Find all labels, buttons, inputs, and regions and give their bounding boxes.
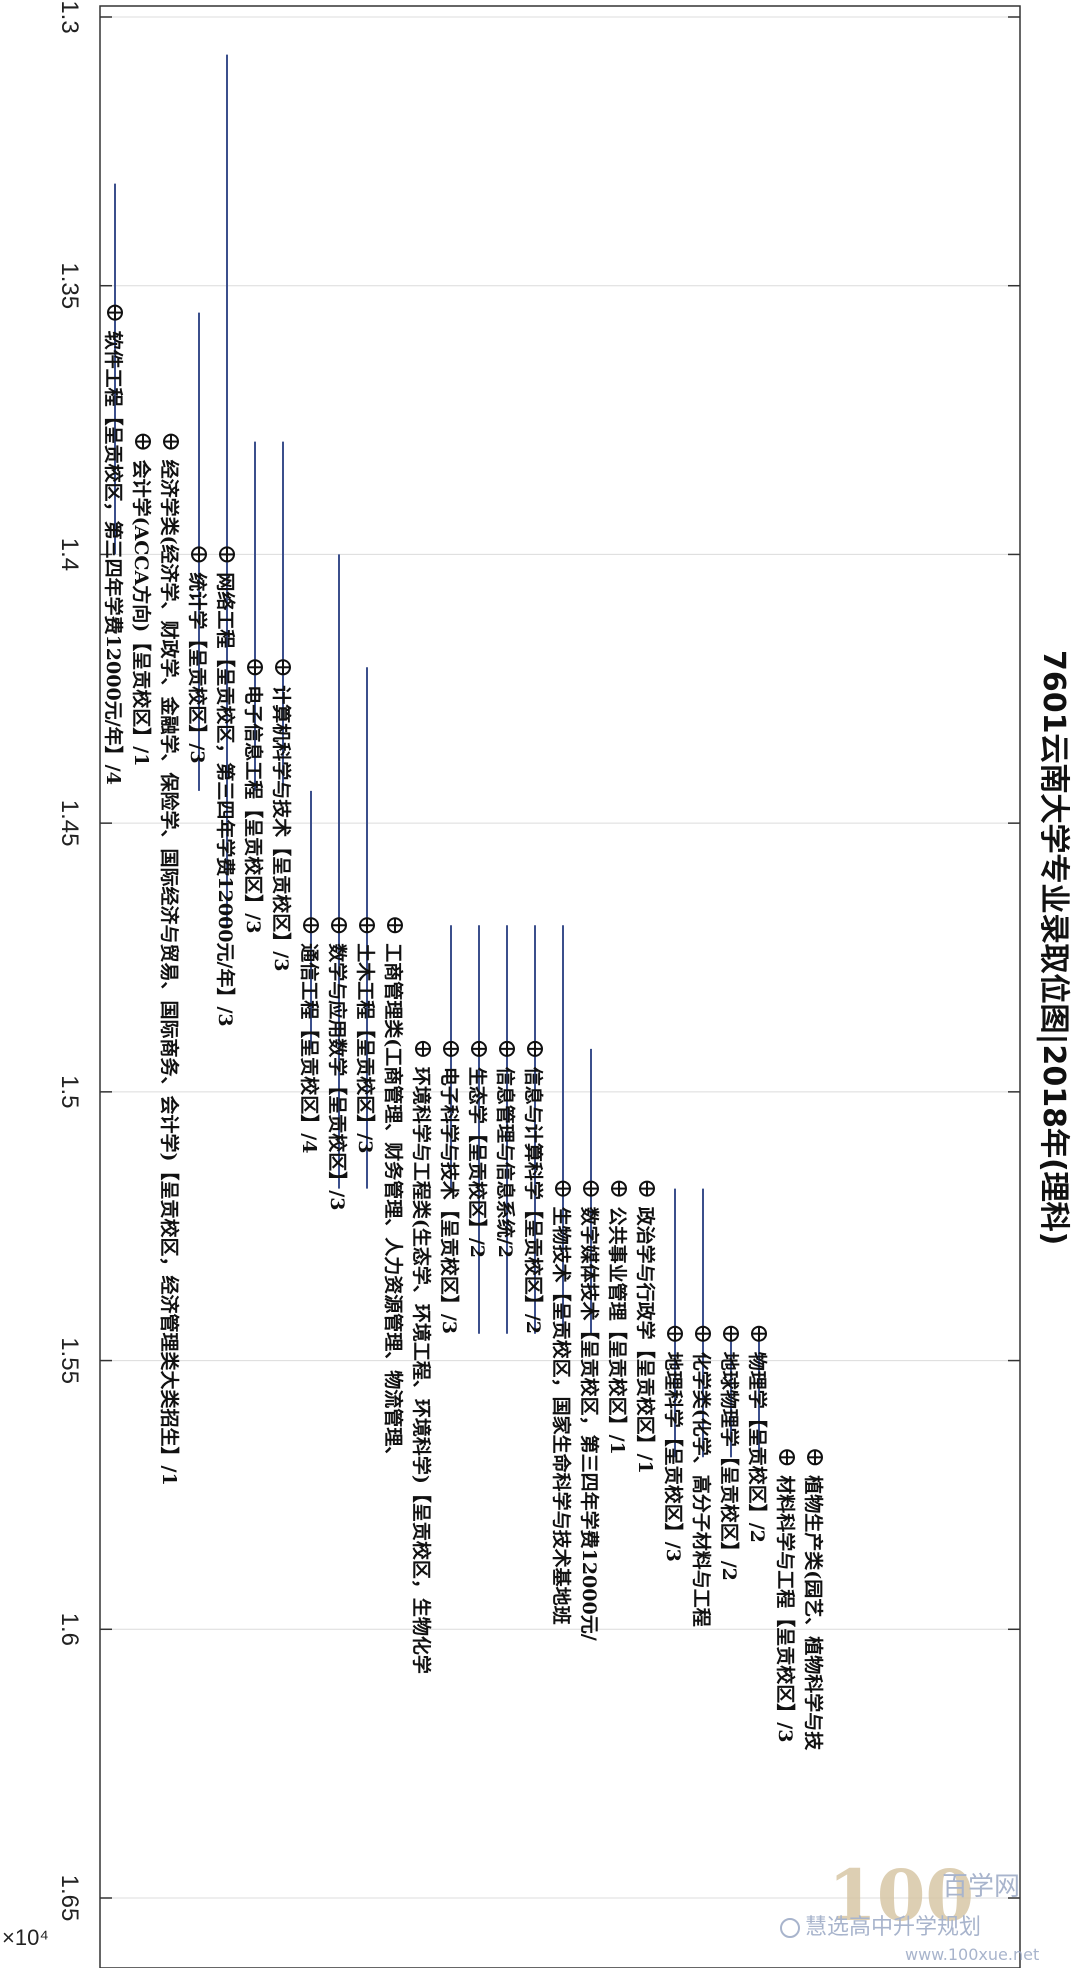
point-label: 地理科学【呈贡校区】/3 — [662, 1352, 685, 1562]
data-point: 电子信息工程【呈贡校区】/3 — [242, 441, 265, 933]
point-label: 政治学与行政学【呈贡校区】/1 — [634, 1207, 657, 1474]
point-marker — [443, 1040, 459, 1057]
point-label: 工商管理类(工商管理、财务管理、人力资源管理、物流管理、 — [382, 943, 405, 1465]
chart-title: 7601云南大学专业录取位图|2018年(理科) — [1036, 650, 1071, 1245]
data-series: 软件工程【呈贡校区，第三四年学费12000元/年】/4 会计学(ACCA方向)【呈… — [102, 54, 825, 1751]
point-label: 物理学【呈贡校区】/2 — [746, 1352, 769, 1543]
point-marker — [639, 1180, 655, 1197]
data-point: 生物技术【呈贡校区，国家生命科学与技术基地班 — [550, 925, 573, 1625]
data-point: 材料科学与工程【呈贡校区】/3 — [774, 1449, 797, 1742]
data-point: 植物生产类(园艺、植物科学与技 — [802, 1449, 825, 1751]
value-axis: 1.3 1.35 1.4 1.45 1.5 1.55 1.6 1.65 — [56, 0, 1020, 1921]
point-label: 植物生产类(园艺、植物科学与技 — [802, 1475, 825, 1751]
data-point: 统计学【呈贡校区】/3 — [186, 312, 209, 791]
tick-label: 1.55 — [56, 1337, 83, 1384]
point-label: 会计学(ACCA方向)【呈贡校区】/1 — [130, 460, 153, 767]
point-label: 电子科学与技术【呈贡校区】/3 — [438, 1067, 461, 1334]
point-marker — [219, 546, 235, 563]
point-marker — [387, 917, 403, 934]
point-label: 数字媒体技术【呈贡校区，第三四年学费12000元/ — [578, 1207, 601, 1641]
point-marker — [247, 659, 263, 676]
point-marker — [415, 1040, 431, 1057]
point-label: 地球物理学【呈贡校区】/2 — [718, 1352, 741, 1581]
data-point: 信息与计算科学【呈贡校区】/2 — [522, 925, 545, 1334]
data-point: 化学类(化学、高分子材料与工程 — [690, 1188, 713, 1627]
point-marker — [555, 1180, 571, 1197]
watermark-wechat: 慧选高中升学规划 — [805, 1915, 981, 1940]
point-marker — [135, 433, 151, 450]
watermark: 100 百学网 慧选高中升学规划 www.100xue.net — [780, 1854, 1039, 1964]
data-point: 信息管理与信息系统/2 — [494, 925, 517, 1334]
gridlines — [100, 16, 1020, 1899]
point-marker — [723, 1325, 739, 1342]
tick-label: 1.35 — [56, 262, 83, 309]
watermark-logo: 100 — [828, 1854, 974, 1937]
point-label: 网络工程【呈贡校区，第三四年学费12000元/年】/3 — [214, 572, 237, 1026]
tick-label: 1.65 — [56, 1875, 83, 1922]
point-label: 软件工程【呈贡校区，第三四年学费12000元/年】/4 — [102, 331, 125, 785]
point-label: 通信工程【呈贡校区】/4 — [298, 943, 321, 1153]
point-label: 公共事业管理【呈贡校区】/1 — [606, 1207, 629, 1455]
point-label: 环境科学与工程类(生态学、环境工程、环境科学)【呈贡校区，生物化学 — [410, 1067, 433, 1674]
point-marker — [807, 1449, 823, 1466]
data-point: 电子科学与技术【呈贡校区】/3 — [438, 925, 461, 1334]
data-point: 环境科学与工程类(生态学、环境工程、环境科学)【呈贡校区，生物化学 — [410, 1040, 433, 1674]
wechat-icon — [780, 1918, 800, 1938]
point-label: 经济学类(经济学、财政学、金融学、保险学、国际经济与贸易、国际商务、会计学)【呈… — [158, 460, 181, 1486]
tick-label: 1.6 — [56, 1613, 83, 1646]
data-point: 物理学【呈贡校区】/2 — [746, 1325, 769, 1543]
point-label: 化学类(化学、高分子材料与工程 — [690, 1352, 713, 1627]
data-point: 计算机科学与技术【呈贡校区】/3 — [270, 441, 293, 971]
point-marker — [527, 1040, 543, 1057]
plot-frame — [99, 5, 1021, 1968]
point-label: 土木工程【呈贡校区】/3 — [354, 943, 377, 1153]
point-label: 数学与应用数学【呈贡校区】/3 — [326, 943, 349, 1210]
point-label: 统计学【呈贡校区】/3 — [186, 572, 209, 763]
point-marker — [191, 546, 207, 563]
data-point: 会计学(ACCA方向)【呈贡校区】/1 — [130, 433, 153, 767]
data-point: 生态学【呈贡校区】/2 — [466, 925, 489, 1334]
point-marker — [107, 304, 123, 321]
point-label: 材料科学与工程【呈贡校区】/3 — [774, 1475, 797, 1742]
point-label: 信息与计算科学【呈贡校区】/2 — [522, 1067, 545, 1334]
tick-label: 1.5 — [56, 1075, 83, 1108]
data-point: 网络工程【呈贡校区，第三四年学费12000元/年】/3 — [214, 54, 237, 1027]
data-point: 工商管理类(工商管理、财务管理、人力资源管理、物流管理、 — [382, 917, 405, 1465]
axis-multiplier: ×10⁴ — [2, 1925, 49, 1950]
point-marker — [163, 433, 179, 450]
data-point: 软件工程【呈贡校区，第三四年学费12000元/年】/4 — [102, 183, 125, 785]
watermark-url: www.100xue.net — [905, 1945, 1039, 1964]
data-point: 经济学类(经济学、财政学、金融学、保险学、国际经济与贸易、国际商务、会计学)【呈… — [158, 433, 181, 1486]
data-point: 公共事业管理【呈贡校区】/1 — [606, 1180, 629, 1455]
point-marker — [499, 1040, 515, 1057]
data-point: 数学与应用数学【呈贡校区】/3 — [326, 554, 349, 1210]
data-point: 地球物理学【呈贡校区】/2 — [718, 1325, 741, 1581]
data-point: 通信工程【呈贡校区】/4 — [298, 790, 321, 1153]
point-marker — [471, 1040, 487, 1057]
tick-label: 1.45 — [56, 800, 83, 847]
point-marker — [751, 1325, 767, 1342]
point-marker — [779, 1449, 795, 1466]
point-marker — [331, 917, 347, 934]
tick-label: 1.4 — [56, 538, 83, 571]
point-marker — [275, 659, 291, 676]
point-label: 电子信息工程【呈贡校区】/3 — [242, 685, 265, 933]
point-label: 信息管理与信息系统/2 — [494, 1067, 517, 1258]
point-label: 计算机科学与技术【呈贡校区】/3 — [270, 685, 293, 971]
point-marker — [303, 917, 319, 934]
point-marker — [359, 917, 375, 934]
data-point: 土木工程【呈贡校区】/3 — [354, 667, 377, 1189]
data-point: 地理科学【呈贡校区】/3 — [662, 1188, 685, 1562]
point-marker — [695, 1325, 711, 1342]
data-point: 政治学与行政学【呈贡校区】/1 — [634, 1180, 657, 1474]
watermark-brand: 百学网 — [942, 1872, 1020, 1902]
point-label: 生态学【呈贡校区】/2 — [466, 1067, 489, 1258]
data-point: 数字媒体技术【呈贡校区，第三四年学费12000元/ — [578, 1048, 601, 1641]
point-marker — [667, 1325, 683, 1342]
point-marker — [611, 1180, 627, 1197]
point-marker — [583, 1180, 599, 1197]
tick-label: 1.3 — [56, 0, 83, 33]
point-label: 生物技术【呈贡校区，国家生命科学与技术基地班 — [550, 1207, 573, 1625]
